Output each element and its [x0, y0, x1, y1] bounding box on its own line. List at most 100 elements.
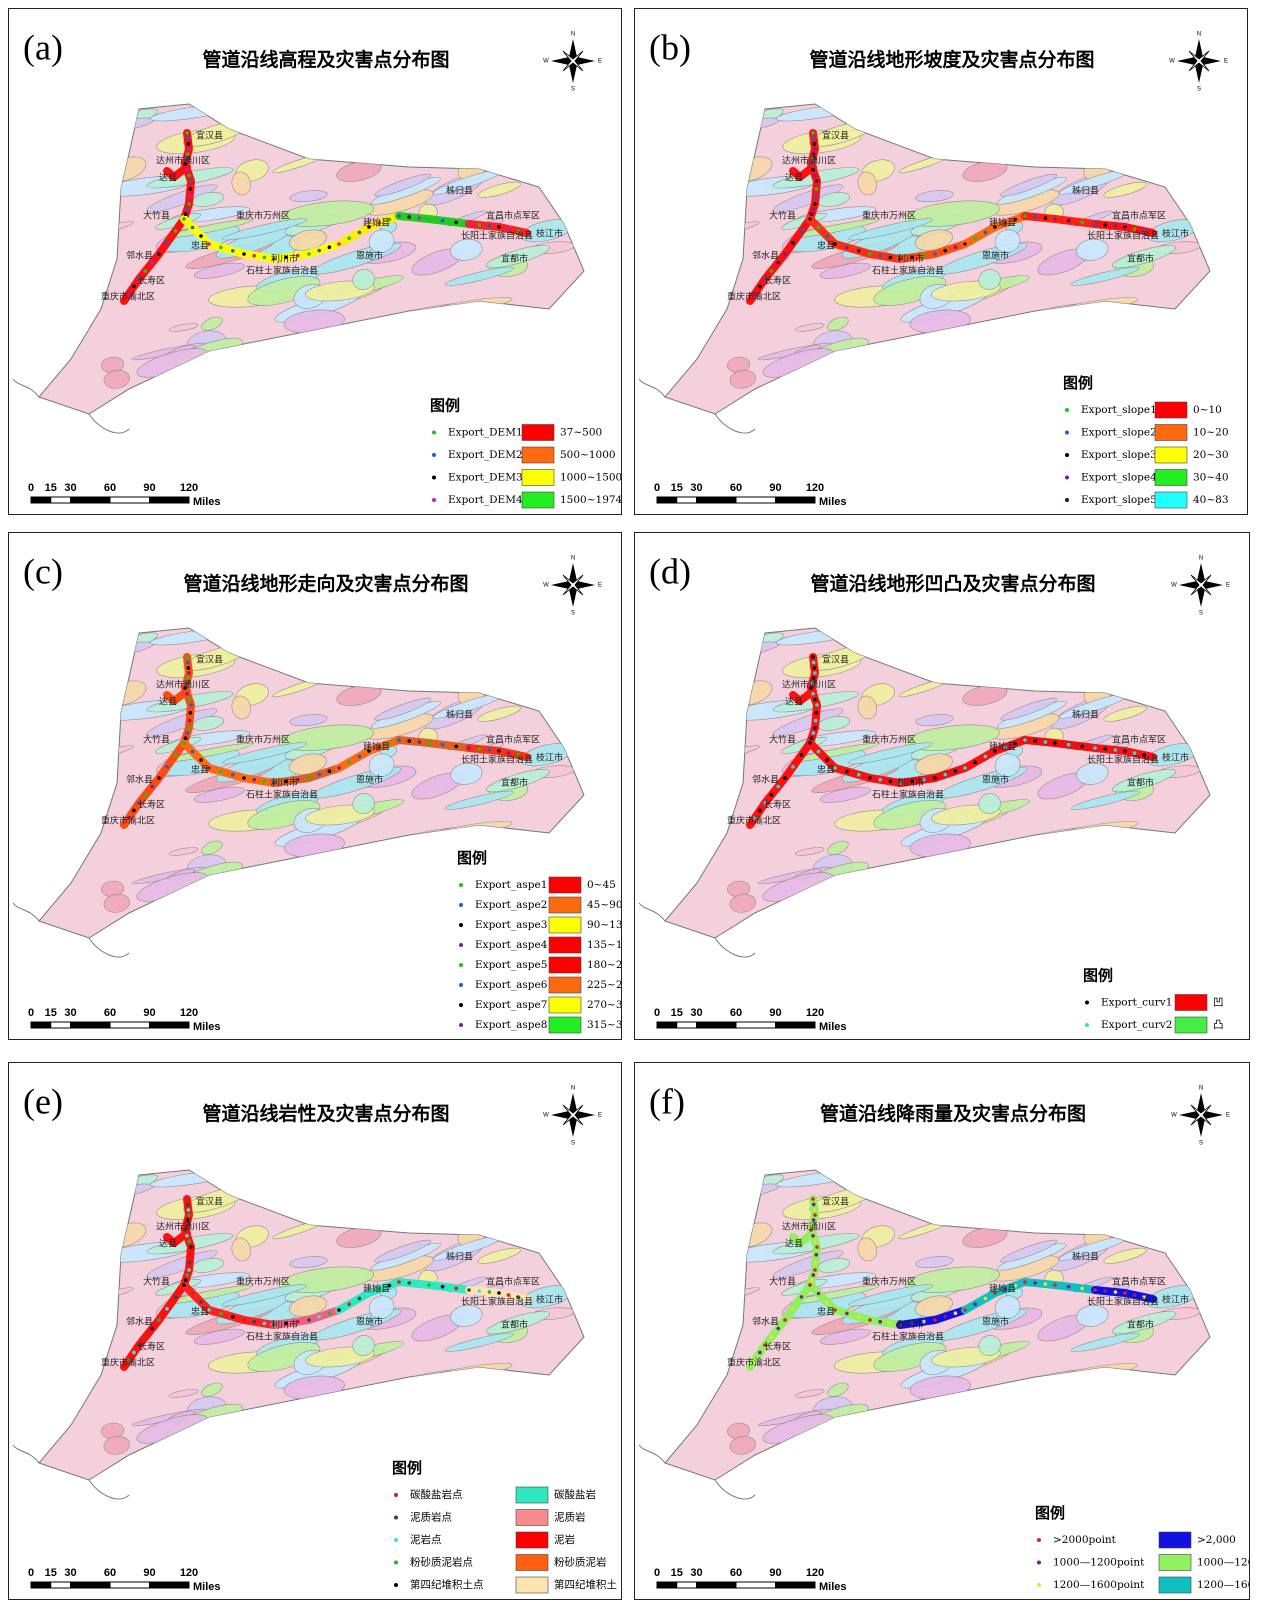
geology-unit	[982, 1062, 1051, 1080]
geology-unit	[1023, 1162, 1093, 1199]
place-label: 利川市	[897, 1319, 924, 1331]
hazard-point	[132, 285, 136, 289]
legend-label: 1000—1200point	[1053, 1557, 1145, 1569]
geology-unit	[1001, 97, 1061, 133]
pipeline	[1025, 216, 1055, 219]
legend-label: >2,000	[1197, 1534, 1236, 1546]
scale-segment	[51, 1022, 71, 1028]
geology-unit	[356, 532, 425, 538]
place-label: 达州市通川区	[156, 679, 210, 691]
hazard-point	[811, 655, 815, 659]
hazard-point	[219, 1312, 223, 1316]
legend-swatch	[1155, 447, 1187, 463]
geology-unit	[592, 657, 622, 699]
hazard-point	[189, 1253, 193, 1257]
scale-unit: Miles	[819, 496, 847, 508]
legend-title: 图例	[457, 849, 487, 867]
scale-label: 120	[180, 1007, 198, 1019]
hazard-point	[758, 1351, 762, 1355]
geology-unit	[571, 1147, 600, 1172]
legend-label: 1200—1600point	[1053, 1579, 1145, 1591]
geology-unit	[927, 629, 990, 655]
legend-dot	[1065, 431, 1069, 435]
hazard-point	[1033, 215, 1037, 219]
place-label: 大竹县	[769, 1276, 796, 1288]
hazard-point	[188, 719, 192, 723]
legend-swatch	[549, 997, 581, 1013]
compass-letter: W	[543, 59, 549, 65]
legend-swatch	[1159, 1555, 1191, 1571]
scale-label: 15	[671, 482, 683, 494]
geology-unit	[397, 620, 467, 657]
hazard-point	[984, 755, 988, 759]
geology-unit	[1102, 532, 1131, 538]
place-label: 秭归县	[446, 185, 473, 197]
legend-swatch	[1155, 425, 1187, 441]
hazard-point	[878, 1320, 882, 1324]
hazard-point	[933, 776, 937, 780]
panel-label: (b)	[649, 27, 691, 67]
geology-unit	[469, 8, 559, 35]
geology-unit	[375, 621, 435, 657]
geology-unit	[910, 99, 948, 124]
geology-unit	[574, 630, 611, 650]
map: 宣汉县达州市通川区达县大竹县邻水县长寿区重庆市渝北区忠县重庆市万州区石柱土家族自…	[13, 8, 622, 433]
place-label: 达州市通川区	[782, 1221, 836, 1233]
geology-unit	[359, 853, 433, 879]
geology-unit	[927, 1171, 990, 1197]
geology-unit	[571, 81, 600, 106]
compass-letter: S	[1199, 1141, 1203, 1147]
legend-title: 图例	[1063, 374, 1093, 392]
hazard-point	[199, 758, 203, 762]
hazard-point	[454, 1287, 458, 1291]
place-label: 重庆市万州区	[862, 1276, 916, 1288]
place-label: 忠县	[191, 1307, 209, 1318]
legend-swatch	[522, 447, 554, 463]
geology-unit	[397, 96, 467, 133]
place-label: 大竹县	[143, 1276, 170, 1288]
geology-unit	[1057, 75, 1129, 107]
hazard-point	[1033, 1281, 1037, 1285]
geology-unit	[484, 37, 529, 63]
geology-unit	[449, 1193, 477, 1215]
geology-unit	[291, 598, 373, 645]
geology-unit	[1185, 172, 1248, 206]
geology-unit	[258, 102, 309, 134]
geology-unit	[1194, 716, 1250, 756]
place-label: 长寿区	[138, 275, 165, 287]
legend-swatch	[1175, 1017, 1207, 1033]
hazard-point	[328, 245, 332, 249]
hazard-point	[358, 231, 362, 235]
legend-label: Export_aspe7	[475, 999, 547, 1011]
hazard-point	[811, 692, 815, 696]
legend-label: Export_DEM1	[448, 427, 523, 439]
hazard-point	[187, 174, 191, 178]
legend-label: 泥岩	[554, 1533, 575, 1546]
hazard-point	[770, 1335, 774, 1339]
place-label: 建始县	[363, 217, 390, 229]
compass-letter: S	[571, 611, 575, 617]
geology-unit	[735, 1186, 762, 1198]
geology-unit	[1218, 657, 1250, 699]
hazard-point	[1133, 1293, 1137, 1297]
scale-segment	[677, 497, 697, 503]
geology-unit	[1095, 8, 1185, 35]
geology-unit	[1192, 1075, 1221, 1103]
hazard-point	[186, 152, 190, 156]
hazard-point	[174, 753, 178, 757]
hazard-point	[800, 1295, 804, 1299]
compass-letter: E	[1224, 59, 1228, 65]
place-label: 邻水县	[126, 1316, 153, 1328]
hazard-point	[189, 179, 193, 183]
geology-unit	[574, 1172, 611, 1192]
place-label: 重庆市万州区	[236, 734, 290, 746]
pipeline	[429, 1285, 469, 1290]
geology-unit	[484, 1103, 529, 1129]
geology-unit	[476, 8, 505, 14]
scale-label: 60	[104, 1567, 116, 1579]
legend-label: 40~83	[1193, 494, 1229, 506]
legend-dot	[459, 903, 463, 907]
geology-unit	[454, 1146, 529, 1171]
hazard-point	[812, 661, 816, 665]
geology-unit	[559, 172, 622, 206]
